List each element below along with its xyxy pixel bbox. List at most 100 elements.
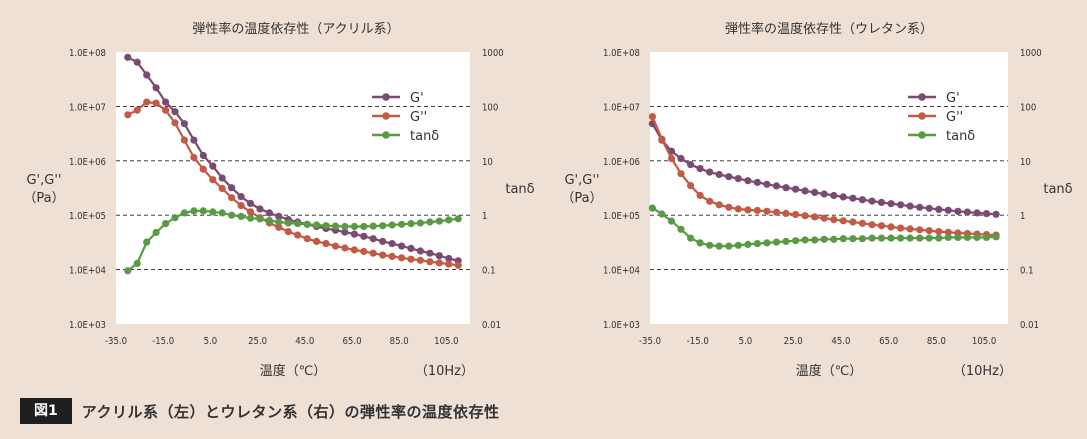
data-point-g-double-prime: [782, 209, 790, 217]
data-point-g-double-prime: [388, 252, 396, 260]
data-point-tan-delta: [706, 241, 714, 249]
data-point-tan-delta: [171, 214, 179, 222]
data-point-tan-delta: [820, 235, 828, 243]
series-tan-delta: [648, 204, 1000, 250]
data-point-tan-delta: [379, 222, 387, 230]
series-g-double-prime: [648, 113, 1000, 239]
data-point-g-double-prime: [237, 202, 245, 210]
data-point-g-double-prime: [190, 153, 198, 162]
data-point-tan-delta: [658, 210, 666, 218]
x-axis-label: 温度（℃）: [796, 363, 863, 379]
data-point-tan-delta: [246, 214, 255, 222]
x-tick-label: 25.0: [248, 336, 267, 347]
data-point-g-double-prime: [133, 106, 141, 114]
x-tick-label: -15.0: [152, 336, 174, 347]
data-point-g-prime: [715, 170, 723, 179]
data-point-g-double-prime: [897, 224, 905, 232]
data-point-tan-delta: [237, 212, 245, 220]
data-point-tan-delta: [416, 219, 424, 227]
legend-marker: [382, 112, 390, 120]
figure-label: 図1: [20, 398, 72, 424]
x-tick-label: 45.0: [831, 336, 850, 347]
data-point-g-prime: [180, 120, 188, 128]
data-point-tan-delta: [435, 217, 443, 225]
x-tick-label: 25.0: [784, 336, 803, 347]
data-point-tan-delta: [360, 222, 368, 231]
data-point-g-double-prime: [341, 244, 349, 252]
data-point-tan-delta: [313, 221, 321, 229]
y-tick-label: 1.0E+08: [69, 48, 106, 59]
data-point-tan-delta: [925, 234, 933, 242]
data-point-g-prime: [265, 209, 273, 217]
data-point-tan-delta: [303, 220, 311, 228]
data-point-g-double-prime: [426, 258, 434, 266]
data-point-g-double-prime: [350, 246, 358, 254]
chart-acrylic: 弾性率の温度依存性（アクリル系） 1.0E+03 1.0E+04 1.0E+05 1.0…: [23, 21, 534, 379]
data-point-g-prime: [407, 244, 415, 252]
data-point-tan-delta: [209, 208, 217, 216]
data-point-tan-delta: [648, 204, 657, 212]
y-tick-label: 1.0E+06: [603, 157, 640, 168]
data-point-g-prime: [152, 84, 160, 92]
data-point-g-prime: [772, 182, 781, 190]
data-point-g-prime: [360, 232, 368, 240]
data-point-g-double-prime: [906, 225, 914, 233]
x-tick-label: 85.0: [390, 336, 409, 347]
data-point-g-prime: [744, 177, 752, 185]
x-tick-label: -35.0: [105, 336, 127, 347]
y-tick-label: 1.0E+04: [69, 266, 106, 277]
data-point-tan-delta: [667, 217, 676, 225]
data-point-tan-delta: [725, 242, 733, 250]
data-point-g-prime: [820, 190, 828, 198]
legend-item-tan-delta: tanδ: [908, 129, 975, 144]
x-tick-label: 45.0: [295, 336, 314, 347]
data-point-g-double-prime: [199, 165, 207, 173]
data-point-tan-delta: [906, 234, 914, 242]
data-point-tan-delta: [341, 222, 349, 231]
y-tick-label: 1.0E+07: [603, 102, 640, 113]
data-point-g-double-prime: [877, 222, 886, 230]
legend-label: G': [946, 91, 960, 106]
data-point-g-double-prime: [868, 221, 876, 229]
x-tick-label: 5.0: [739, 336, 753, 347]
data-point-tan-delta: [256, 215, 264, 223]
data-point-g-prime: [369, 235, 377, 243]
data-point-tan-delta: [935, 234, 943, 242]
data-point-g-prime: [171, 108, 179, 116]
data-point-tan-delta: [944, 233, 952, 241]
data-point-g-prime: [935, 205, 943, 213]
data-point-g-double-prime: [839, 217, 847, 225]
data-point-g-prime: [811, 188, 819, 196]
data-point-g-double-prime: [925, 227, 933, 235]
data-point-g-prime: [858, 196, 867, 204]
data-point-tan-delta: [753, 240, 762, 248]
y2-tick-label: 0.1: [482, 266, 496, 277]
data-point-tan-delta: [275, 218, 283, 226]
series-tan-delta: [124, 207, 462, 275]
data-point-tan-delta: [973, 233, 981, 241]
data-point-tan-delta: [696, 239, 704, 247]
data-point-tan-delta: [963, 233, 972, 241]
x-tick-label: 105.0: [434, 336, 458, 347]
data-point-g-double-prime: [648, 113, 657, 121]
data-point-tan-delta: [143, 238, 151, 246]
data-point-g-prime: [706, 168, 714, 176]
y-axis-label: G',G'': [564, 173, 599, 188]
data-point-g-prime: [190, 136, 198, 144]
data-point-g-prime: [398, 242, 406, 250]
data-point-tan-delta: [218, 209, 226, 217]
data-point-tan-delta: [284, 219, 292, 227]
data-point-g-double-prime: [935, 228, 943, 236]
data-point-tan-delta: [265, 216, 273, 225]
data-point-g-prime: [416, 247, 424, 255]
data-point-tan-delta: [982, 233, 991, 241]
data-point-g-prime: [887, 200, 895, 208]
legend-label: tanδ: [410, 129, 439, 144]
chart-title: 弾性率の温度依存性（アクリル系）: [192, 21, 399, 37]
data-point-g-prime: [782, 184, 790, 192]
data-point-g-prime: [982, 210, 991, 218]
data-point-g-double-prime: [379, 251, 387, 259]
data-point-tan-delta: [801, 236, 809, 244]
data-point-g-double-prime: [696, 191, 704, 200]
